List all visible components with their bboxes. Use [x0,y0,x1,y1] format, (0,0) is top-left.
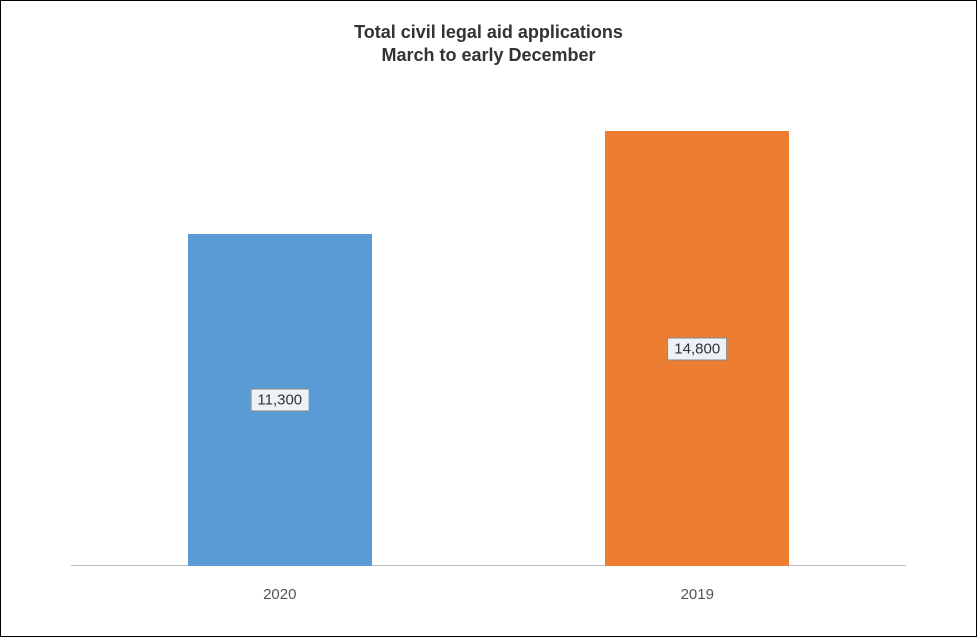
plot-area: 11,300 14,800 [71,96,906,566]
x-axis-labels: 2020 2019 [71,586,906,606]
chart-title: Total civil legal aid applications March… [1,21,976,68]
data-label-2019: 14,800 [667,337,727,360]
title-line-2: March to early December [1,44,976,67]
x-label-2020: 2020 [263,586,296,603]
data-label-2020: 11,300 [250,389,309,412]
x-label-2019: 2019 [681,586,714,603]
chart-container: Total civil legal aid applications March… [0,0,977,637]
title-line-1: Total civil legal aid applications [1,21,976,44]
